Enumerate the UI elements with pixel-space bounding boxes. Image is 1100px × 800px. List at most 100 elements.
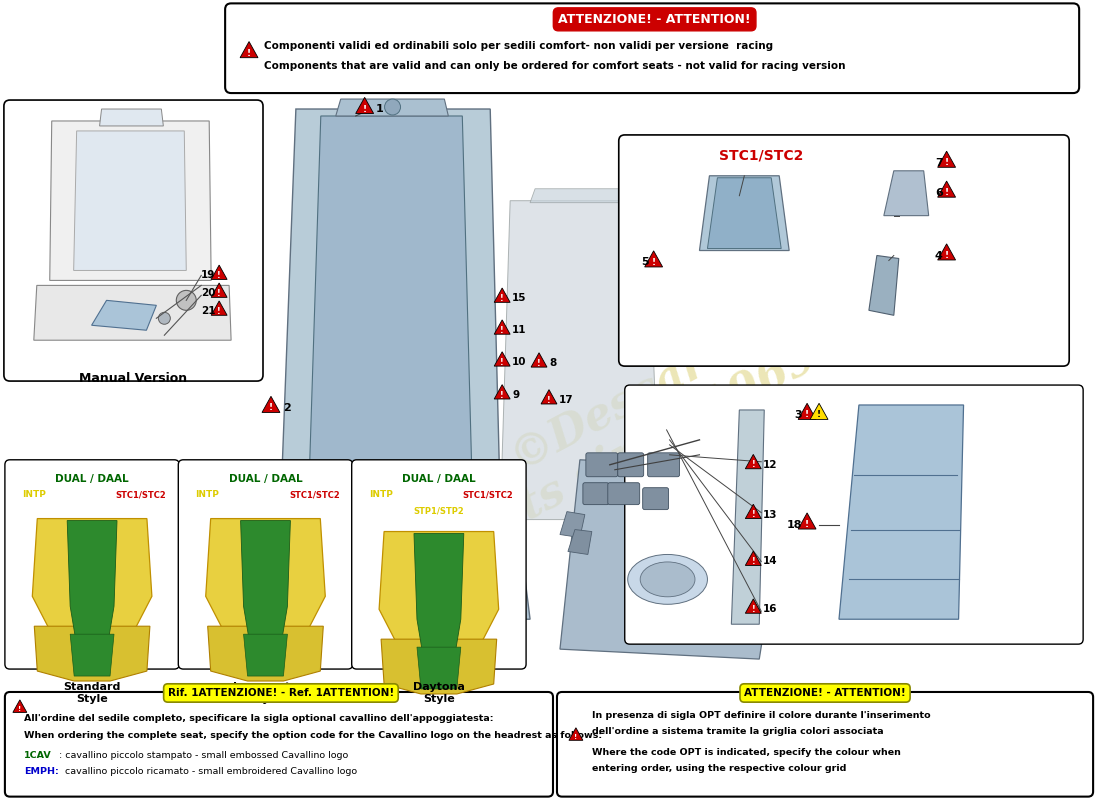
- Polygon shape: [34, 286, 231, 340]
- Text: INTP: INTP: [195, 490, 219, 499]
- Ellipse shape: [640, 562, 695, 597]
- Polygon shape: [211, 265, 227, 279]
- Polygon shape: [746, 504, 761, 518]
- FancyBboxPatch shape: [226, 3, 1079, 93]
- Polygon shape: [355, 98, 374, 114]
- Text: All'ordine del sedile completo, specificare la sigla optional cavallino dell'app: All'ordine del sedile completo, specific…: [24, 714, 493, 723]
- Polygon shape: [568, 530, 592, 554]
- Text: 15: 15: [513, 294, 527, 303]
- Text: STC1/STC2: STC1/STC2: [289, 490, 340, 499]
- Text: 5: 5: [641, 258, 649, 267]
- Text: !: !: [19, 706, 21, 712]
- Text: 13: 13: [763, 510, 778, 520]
- Polygon shape: [810, 403, 828, 419]
- Text: Where the code OPT is indicated, specify the colour when: Where the code OPT is indicated, specify…: [592, 748, 901, 758]
- Polygon shape: [13, 700, 26, 713]
- Text: !: !: [500, 326, 504, 334]
- Text: !: !: [751, 510, 755, 519]
- Polygon shape: [494, 320, 510, 334]
- Polygon shape: [243, 634, 287, 676]
- Text: 1: 1: [375, 104, 384, 114]
- FancyBboxPatch shape: [557, 692, 1093, 797]
- Polygon shape: [531, 353, 547, 367]
- Text: DUAL / DAAL: DUAL / DAAL: [229, 474, 302, 484]
- Polygon shape: [746, 454, 761, 469]
- Polygon shape: [799, 403, 816, 419]
- Text: !: !: [805, 410, 810, 419]
- FancyBboxPatch shape: [618, 453, 644, 477]
- Text: !: !: [574, 734, 578, 740]
- FancyBboxPatch shape: [178, 460, 353, 669]
- Text: 1CAV: 1CAV: [24, 751, 52, 760]
- Polygon shape: [799, 513, 816, 529]
- Text: !: !: [500, 358, 504, 366]
- Text: When ordering the complete seat, specify the option code for the Cavallino logo : When ordering the complete seat, specify…: [24, 731, 602, 740]
- FancyBboxPatch shape: [583, 482, 608, 505]
- Text: !: !: [547, 395, 551, 405]
- Polygon shape: [494, 352, 510, 366]
- Polygon shape: [530, 189, 640, 202]
- Polygon shape: [937, 244, 956, 260]
- Text: Manual Version: Manual Version: [79, 371, 187, 385]
- FancyBboxPatch shape: [352, 460, 526, 669]
- Polygon shape: [494, 385, 510, 399]
- Polygon shape: [67, 521, 117, 654]
- Text: STC1/STC2: STC1/STC2: [462, 490, 513, 499]
- Text: !: !: [537, 358, 541, 368]
- Text: !: !: [945, 158, 948, 167]
- FancyBboxPatch shape: [608, 482, 640, 505]
- Polygon shape: [211, 301, 227, 315]
- Text: 21: 21: [200, 306, 216, 316]
- Polygon shape: [32, 518, 152, 654]
- Text: Daytona
Style: Daytona Style: [412, 682, 465, 704]
- Text: ©Descar
parts since 1969: ©Descar parts since 1969: [416, 292, 824, 568]
- Polygon shape: [560, 512, 585, 538]
- Text: Componenti validi ed ordinabili solo per sedili comfort- non validi per versione: Componenti validi ed ordinabili solo per…: [264, 42, 773, 51]
- Text: 11: 11: [513, 326, 527, 335]
- Polygon shape: [336, 99, 449, 116]
- Polygon shape: [494, 288, 510, 302]
- Text: 14: 14: [763, 557, 778, 566]
- Polygon shape: [417, 647, 461, 689]
- Text: 3: 3: [794, 410, 802, 420]
- Polygon shape: [700, 176, 789, 250]
- Text: !: !: [817, 410, 821, 419]
- Polygon shape: [70, 634, 114, 676]
- FancyBboxPatch shape: [586, 453, 618, 477]
- Text: STC1/STC2: STC1/STC2: [719, 149, 804, 163]
- Text: 4: 4: [935, 250, 943, 261]
- Text: 12: 12: [763, 460, 778, 470]
- Text: !: !: [945, 251, 948, 260]
- Polygon shape: [839, 405, 964, 619]
- Polygon shape: [206, 518, 326, 654]
- Text: 7: 7: [935, 158, 943, 168]
- Text: EMPH:: EMPH:: [24, 767, 58, 776]
- FancyBboxPatch shape: [4, 460, 179, 669]
- Polygon shape: [208, 626, 323, 681]
- Polygon shape: [732, 410, 764, 624]
- Text: !: !: [751, 557, 755, 566]
- Polygon shape: [746, 599, 761, 614]
- Polygon shape: [249, 500, 530, 619]
- FancyBboxPatch shape: [648, 453, 680, 477]
- Polygon shape: [746, 551, 761, 566]
- Ellipse shape: [176, 290, 196, 310]
- Polygon shape: [211, 283, 227, 298]
- Polygon shape: [91, 300, 156, 330]
- Text: !: !: [945, 188, 948, 198]
- Text: !: !: [651, 258, 656, 267]
- Polygon shape: [100, 109, 163, 126]
- Polygon shape: [240, 42, 258, 58]
- Text: 17: 17: [559, 395, 573, 405]
- Text: cavallino piccolo ricamato - small embroidered Cavallino logo: cavallino piccolo ricamato - small embro…: [62, 767, 356, 776]
- Text: !: !: [751, 460, 755, 470]
- Text: 8: 8: [549, 358, 557, 368]
- FancyBboxPatch shape: [4, 692, 553, 797]
- Polygon shape: [541, 390, 557, 404]
- Text: DUAL / DAAL: DUAL / DAAL: [403, 474, 475, 484]
- Polygon shape: [937, 181, 956, 198]
- Text: Standard
Style: Standard Style: [64, 682, 121, 704]
- Text: In presenza di sigla OPT definire il colore durante l'inserimento: In presenza di sigla OPT definire il col…: [592, 711, 931, 720]
- Text: ATTENZIONE! - ATTENTION!: ATTENZIONE! - ATTENTION!: [559, 13, 751, 26]
- Text: !: !: [363, 105, 366, 114]
